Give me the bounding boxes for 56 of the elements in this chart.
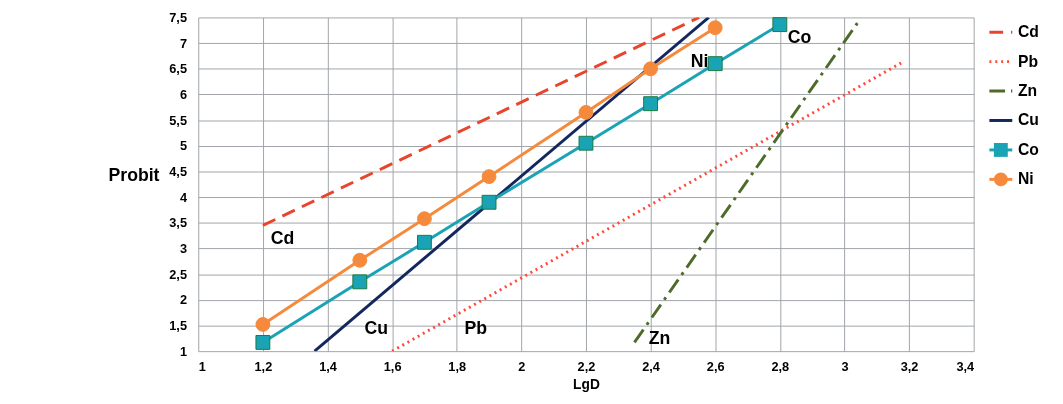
point [707, 56, 723, 72]
x-tick-label: 1,2 [254, 359, 273, 375]
annotation: Pb [464, 317, 488, 338]
annotation: Cu [364, 317, 388, 338]
point [417, 234, 432, 250]
annotation: Zn [648, 328, 671, 349]
x-tick-label: 1,6 [383, 359, 402, 375]
x-tick-label: 1,4 [319, 359, 338, 375]
point [255, 335, 271, 350]
y-tick-label: 5,5 [169, 112, 187, 128]
y-tick-label: 3,5 [169, 215, 187, 231]
point [352, 252, 368, 268]
y-tick-label: 1 [179, 343, 187, 359]
x-tick-label: 3,2 [900, 359, 919, 375]
x-tick-label: 2,2 [577, 359, 596, 375]
point [481, 169, 497, 185]
x-tick-label: 3,4 [956, 359, 976, 375]
x-tick-label: 2,6 [706, 359, 725, 375]
x-tick-label: 2,4 [642, 359, 661, 375]
point [707, 20, 723, 36]
point [255, 317, 271, 332]
legend-label: Zn [1018, 81, 1038, 99]
point [643, 61, 659, 77]
y-tick-label: 3 [179, 240, 187, 256]
legend-label: Pb [1018, 52, 1039, 70]
x-tick-label: 3 [841, 359, 849, 375]
point [578, 135, 594, 151]
y-tick-label: 2,5 [169, 266, 187, 282]
x-tick-label: 2 [518, 359, 526, 375]
point [417, 211, 432, 227]
y-tick-label: 1,5 [169, 317, 187, 333]
annotation: Co [787, 27, 812, 48]
y-axis-title: Probit [108, 164, 160, 185]
legend-label: Cd [1018, 23, 1039, 41]
y-tick-label: 6 [179, 86, 187, 102]
y-tick-label: 4 [179, 189, 188, 205]
y-tick-label: 5 [179, 138, 187, 154]
x-tick-label: 1 [198, 359, 206, 375]
y-tick-label: 7,5 [169, 9, 187, 25]
point [578, 105, 594, 120]
y-tick-label: 4,5 [169, 163, 187, 179]
y-tick-label: 2 [179, 292, 187, 308]
point [352, 274, 368, 290]
legend-label: Co [1018, 140, 1039, 158]
y-tick-label: 6,5 [169, 61, 187, 77]
y-tick-label: 7 [179, 35, 187, 51]
annotation: Ni [690, 50, 709, 71]
x-tick-label: 2,8 [771, 359, 790, 375]
point [481, 194, 497, 210]
x-tick-label: 1,8 [448, 359, 467, 375]
point [772, 17, 788, 33]
annotation: Cd [270, 228, 295, 249]
point [643, 96, 659, 112]
legend-label: Ni [1018, 170, 1034, 188]
x-axis-title: LgD [573, 376, 600, 392]
legend-label: Cu [1018, 111, 1039, 129]
